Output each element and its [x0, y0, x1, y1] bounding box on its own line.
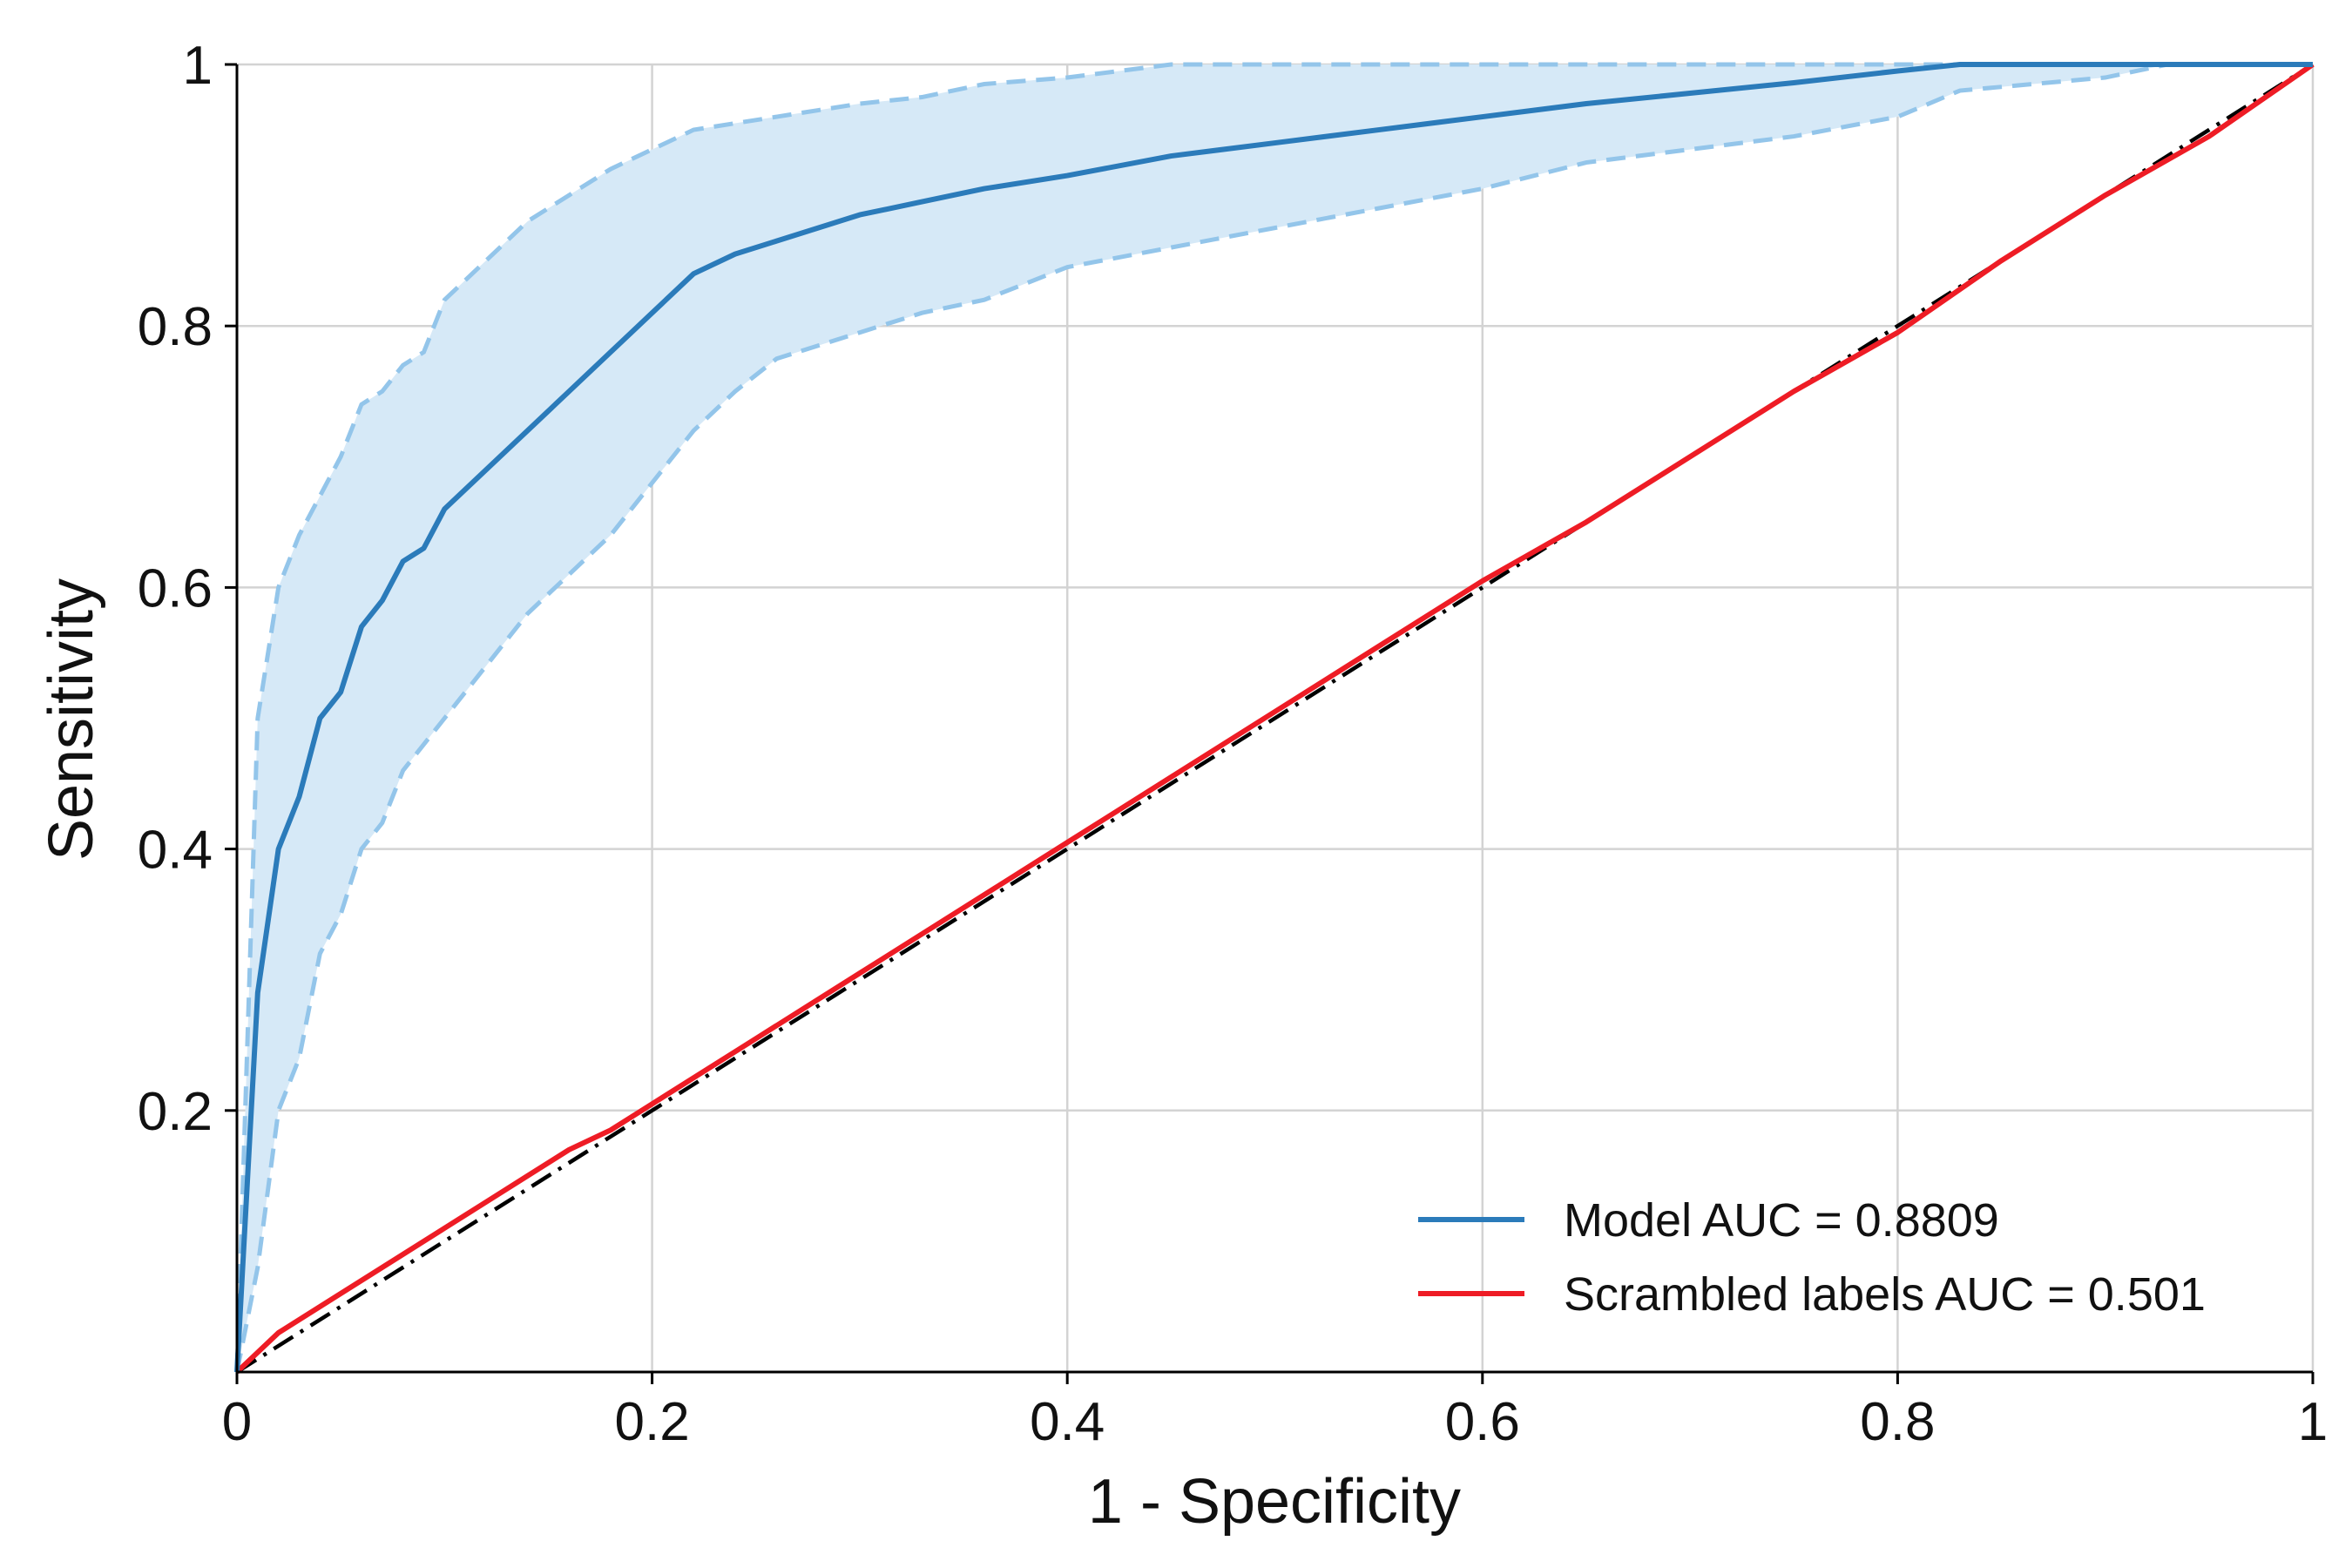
x-tick-label-2: 0.4: [1030, 1392, 1105, 1452]
series-model-line: [234, 62, 2313, 1373]
legend-label-model: Model AUC = 0.8809: [1564, 1194, 1999, 1247]
legend: Model AUC = 0.8809 Scrambled labels AUC …: [1418, 1194, 2206, 1321]
y-tick-label-4: 1: [183, 36, 213, 96]
legend-label-scrambled: Scrambled labels AUC = 0.501: [1564, 1268, 2206, 1321]
x-tick-label-0: 0: [222, 1392, 252, 1452]
x-axis-label: 1 - Specificity: [1088, 1467, 1461, 1537]
y-tick-label-0: 0.2: [138, 1082, 213, 1142]
confidence-band-lower: [234, 62, 2313, 1373]
y-axis-label: Sensitivity: [37, 578, 106, 861]
confidence-band-upper: [234, 62, 2313, 1373]
x-tick-label-1: 0.2: [614, 1392, 689, 1452]
tick-labels: 0 0.2 0.4 0.6 0.8 1 0.2 0.4 0.6 0.8 1: [138, 36, 2328, 1452]
y-tick-label-2: 0.6: [138, 558, 213, 618]
series-lines: [234, 62, 2315, 1375]
axes: [225, 63, 2315, 1384]
x-tick-label-3: 0.6: [1445, 1392, 1520, 1452]
y-tick-label-3: 0.8: [138, 297, 213, 357]
x-tick-label-4: 0.8: [1860, 1392, 1935, 1452]
x-tick-label-5: 1: [2298, 1392, 2328, 1452]
y-tick-label-1: 0.4: [138, 821, 213, 881]
chance-line: [235, 63, 2315, 1374]
confidence-band: [234, 62, 2313, 1373]
series-scrambled-line: [234, 62, 2315, 1375]
